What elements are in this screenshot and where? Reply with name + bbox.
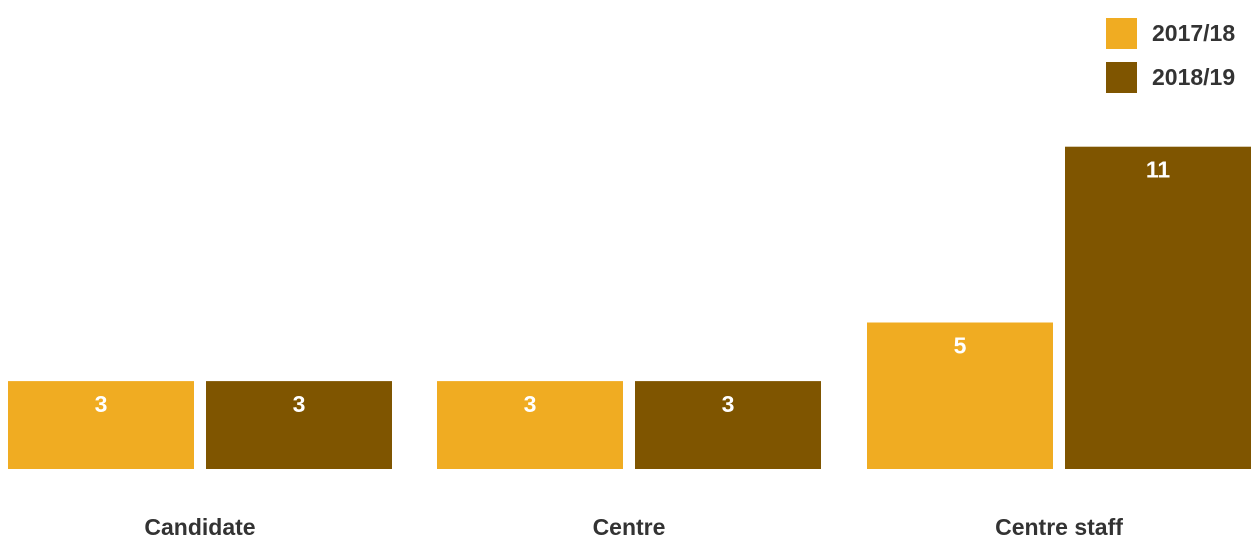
bar-candidate-2018-19 xyxy=(206,381,392,469)
category-label-centre-staff: Centre staff xyxy=(995,514,1123,536)
data-label-candidate-2017-18: 3 xyxy=(95,391,108,417)
bar-centre-2017-18 xyxy=(437,381,623,469)
bar-centre-staff-2017-18 xyxy=(867,322,1053,469)
data-label-centre-staff-2018-19: 11 xyxy=(1146,157,1171,183)
category-label-candidate: Candidate xyxy=(144,514,255,536)
legend: 2017/18 2018/19 xyxy=(1106,17,1235,105)
data-label-centre-2017-18: 3 xyxy=(524,391,537,417)
data-label-centre-2018-19: 3 xyxy=(722,391,735,417)
bar-candidate-2017-18 xyxy=(8,381,194,469)
legend-item-2017-18: 2017/18 xyxy=(1106,17,1235,49)
category-label-centre: Centre xyxy=(593,514,666,536)
legend-label-2018-19: 2018/19 xyxy=(1152,63,1236,90)
legend-swatch-2017-18 xyxy=(1106,17,1137,49)
legend-swatch-2018-19 xyxy=(1106,61,1137,93)
data-label-candidate-2018-19: 3 xyxy=(293,391,306,417)
legend-label-2017-18: 2017/18 xyxy=(1152,19,1236,46)
data-label-centre-staff-2017-18: 5 xyxy=(954,333,967,359)
bar-centre-2018-19 xyxy=(635,381,821,469)
legend-item-2018-19: 2018/19 xyxy=(1106,61,1235,93)
bar-centre-staff-2018-19 xyxy=(1065,146,1251,469)
